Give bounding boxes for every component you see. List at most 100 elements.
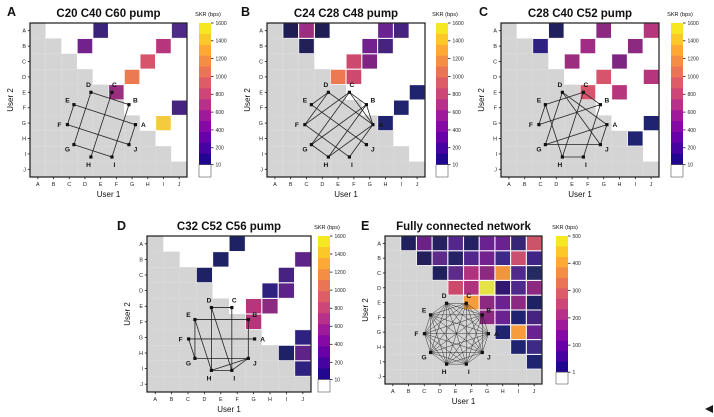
heatmap-cell-masked [385, 354, 401, 370]
heatmap-cell-masked [179, 282, 197, 299]
heatmap-cell-AB [282, 23, 299, 39]
colorbar-band [436, 66, 448, 78]
colorbar-tick-label: 1400 [216, 39, 227, 45]
heatmap-cell-masked [377, 146, 394, 162]
network-edge-HJ [446, 352, 483, 365]
heatmap-cell-empty [92, 69, 109, 85]
x-tick-label: J [416, 182, 419, 188]
heatmap-cell-masked [298, 146, 315, 162]
network-node-F [187, 337, 191, 341]
heatmap-cell-empty [564, 23, 580, 39]
network-edge-BC [466, 303, 483, 316]
heatmap-cell-EF [108, 84, 125, 100]
heatmap-cell-empty [108, 38, 125, 54]
y-tick-label: A [139, 242, 143, 248]
heatmap-cell-masked [30, 38, 46, 54]
heatmap-cell-empty [548, 38, 565, 54]
heatmap-cell-masked [516, 53, 533, 70]
colorbar-tick-label: 800 [335, 306, 344, 312]
heatmap-cell-masked [267, 146, 283, 162]
network-edge-AB [482, 314, 489, 334]
heatmap-cell-masked [229, 345, 246, 361]
colorbar-tick-label: 1 [573, 370, 576, 376]
heatmap-cell-masked [479, 354, 495, 370]
heatmap-cell-BH [494, 250, 511, 266]
heatmap-cell-masked [385, 250, 401, 266]
heatmap-cell-CI [278, 267, 295, 283]
heatmap-cell-masked [580, 115, 596, 131]
heatmap-cell-empty [294, 314, 311, 330]
heatmap-cell-masked [400, 295, 417, 310]
colorbar-tick-label: 1600 [216, 21, 227, 27]
heatmap-cell-masked [77, 161, 93, 177]
network-node-F [303, 123, 307, 127]
colorbar-tick-label: 10 [335, 377, 341, 383]
x-tick-label: E [99, 182, 103, 188]
y-tick-label: E [493, 90, 497, 96]
heatmap-cell-masked [416, 339, 433, 355]
colorbar-band [199, 131, 211, 144]
heatmap-cell-masked [516, 115, 533, 131]
heatmap-cell-empty [611, 38, 628, 54]
heatmap-cell-masked [108, 146, 125, 162]
x-tick-label: B [289, 182, 293, 188]
heatmap-cell-masked [179, 314, 197, 330]
network-node-label: F [295, 122, 299, 129]
network-node-D [209, 305, 214, 310]
heatmap-cell-masked [108, 115, 125, 131]
heatmap-cell-masked [298, 130, 315, 147]
heatmap-cell-masked [385, 295, 401, 310]
x-tick-label: D [438, 389, 442, 395]
network-node-label: G [302, 147, 307, 154]
heatmap-cell-masked [400, 339, 417, 355]
heatmap-cell-masked [163, 345, 180, 361]
heatmap-cell-empty [139, 23, 156, 39]
heatmap-cell-FH [494, 310, 511, 325]
heatmap-cell-empty [314, 53, 331, 70]
colorbar-band [436, 110, 448, 122]
y-tick-label: J [260, 167, 263, 173]
x-tick-label: C [422, 389, 426, 395]
colorbar-band [671, 131, 683, 144]
network-edge-BI [583, 104, 601, 158]
x-tick-label: G [485, 389, 489, 395]
x-axis-label: User 1 [217, 405, 241, 414]
heatmap-cell-masked [385, 324, 401, 340]
heatmap-cell-CH [611, 53, 628, 70]
heatmap-cell-empty [643, 84, 659, 100]
heatmap-cell-masked [267, 53, 283, 70]
heatmap-cell-empty [294, 298, 311, 314]
x-tick-label: F [352, 182, 356, 188]
heatmap-cell-empty [330, 53, 346, 70]
panel-E [382, 235, 571, 387]
heatmap-cell-CG [361, 53, 378, 70]
heatmap-cell-empty [212, 236, 229, 252]
network-node-H [560, 155, 564, 159]
heatmap-cell-empty [245, 251, 262, 268]
heatmap-cell-masked [108, 100, 125, 116]
heatmap-cell-masked [282, 161, 299, 177]
network-edge-FI [304, 124, 350, 158]
network-edge-AJ [482, 333, 489, 353]
heatmap-cell-empty [77, 23, 93, 39]
heatmap-cell-empty [627, 23, 644, 39]
heatmap-cell-masked [447, 369, 464, 384]
heatmap-cell-empty [611, 115, 628, 131]
heatmap-cell-empty [278, 236, 295, 252]
heatmap-cell-empty [409, 146, 425, 162]
network-node-label: I [585, 162, 587, 169]
heatmap-cell-empty [346, 23, 362, 39]
panel-D [144, 235, 333, 395]
x-tick-label: I [286, 397, 288, 403]
heatmap-cell-HI [278, 345, 295, 361]
network-edge-CH [90, 92, 113, 158]
heatmap-cell-masked [212, 376, 229, 392]
colorbar-tick-label: 400 [453, 128, 462, 134]
network-edge-AJ [128, 124, 136, 145]
heatmap-cell-masked [479, 369, 495, 384]
network-node-G [309, 143, 313, 147]
heatmap-cell-empty [45, 23, 62, 39]
heatmap-cell-CI [510, 265, 527, 281]
heatmap-cell-masked [516, 161, 533, 177]
x-tick-label: I [518, 389, 520, 395]
